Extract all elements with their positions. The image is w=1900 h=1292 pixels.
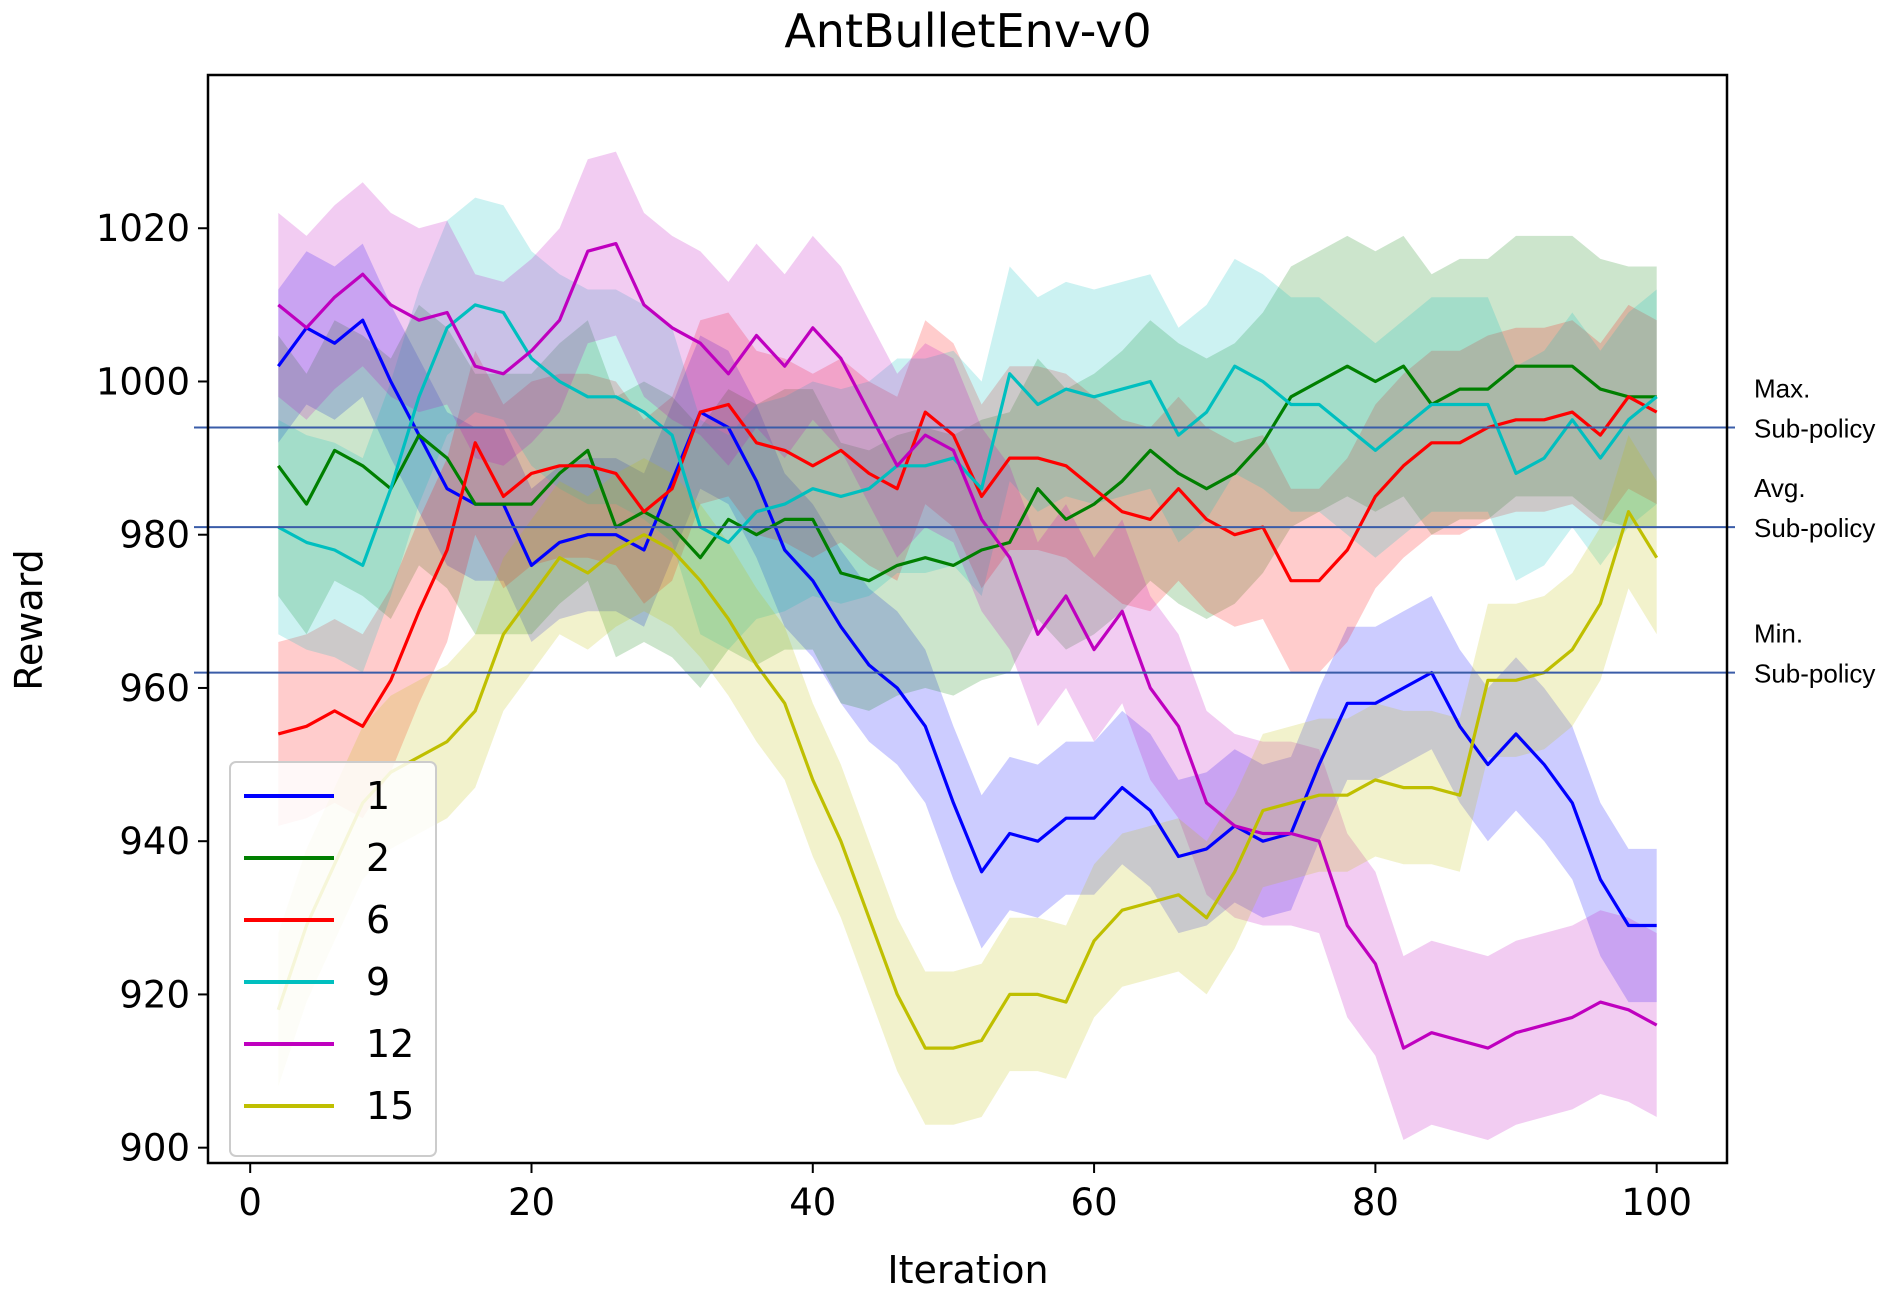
- band-series-12: [278, 151, 1657, 1141]
- y-axis-label: Reward: [7, 549, 51, 691]
- reference-line-labels: Max. Sub-policy Avg. Sub-policy Min. Sub-poli…: [1754, 374, 1875, 689]
- y-tick-label: 1020: [96, 207, 190, 250]
- x-tick-label: 20: [508, 1181, 555, 1224]
- x-tick-label: 80: [1352, 1181, 1399, 1224]
- y-tick-label: 940: [119, 820, 190, 863]
- band-series-15: [278, 435, 1657, 1125]
- line-series-1: [277, 318, 1657, 928]
- plot-frame: [206, 73, 1729, 1165]
- y-axis: 900 920 940 960 980 1000 1020: [96, 207, 208, 1170]
- confidence-bands: [278, 151, 1657, 1141]
- band-series-1: [278, 243, 1657, 1003]
- reference-label-1: Avg. Sub-policy: [1754, 473, 1875, 543]
- legend-label-6: 6: [366, 898, 390, 942]
- legend-label-2: 2: [366, 836, 390, 880]
- line-series-12: [277, 242, 1658, 1050]
- y-tick-label: 980: [119, 514, 190, 557]
- line-series-9: [277, 303, 1658, 568]
- x-axis-label: Iteration: [887, 1248, 1048, 1292]
- y-tick-label: 960: [119, 667, 190, 710]
- y-tick-label: 900: [119, 1127, 190, 1170]
- series-lines: [276, 242, 1659, 1050]
- band-series-6: [278, 304, 1657, 826]
- x-tick-label: 0: [238, 1181, 262, 1224]
- reference-label-2: Min. Sub-policy: [1754, 619, 1875, 689]
- line-series-6: [277, 395, 1658, 736]
- legend-box: [229, 761, 437, 1157]
- reference-lines: [194, 426, 1735, 674]
- line-series-15: [276, 510, 1659, 1050]
- chart-title: AntBulletEnv-v0: [784, 4, 1151, 58]
- x-tick-label: 40: [789, 1181, 836, 1224]
- x-tick-label: 100: [1621, 1181, 1692, 1224]
- legend-label-15: 15: [366, 1084, 414, 1128]
- reference-label-0: Max. Sub-policy: [1754, 374, 1875, 444]
- line-series-2: [277, 364, 1657, 583]
- legend-label-12: 12: [366, 1022, 414, 1066]
- legend-label-1: 1: [366, 774, 390, 818]
- band-series-9: [278, 197, 1657, 673]
- x-axis: 0 20 40 60 80 100: [238, 1163, 1692, 1224]
- y-tick-label: 1000: [96, 360, 190, 403]
- x-tick-label: 60: [1071, 1181, 1118, 1224]
- y-tick-label: 920: [119, 973, 190, 1016]
- legend-label-9: 9: [366, 960, 390, 1004]
